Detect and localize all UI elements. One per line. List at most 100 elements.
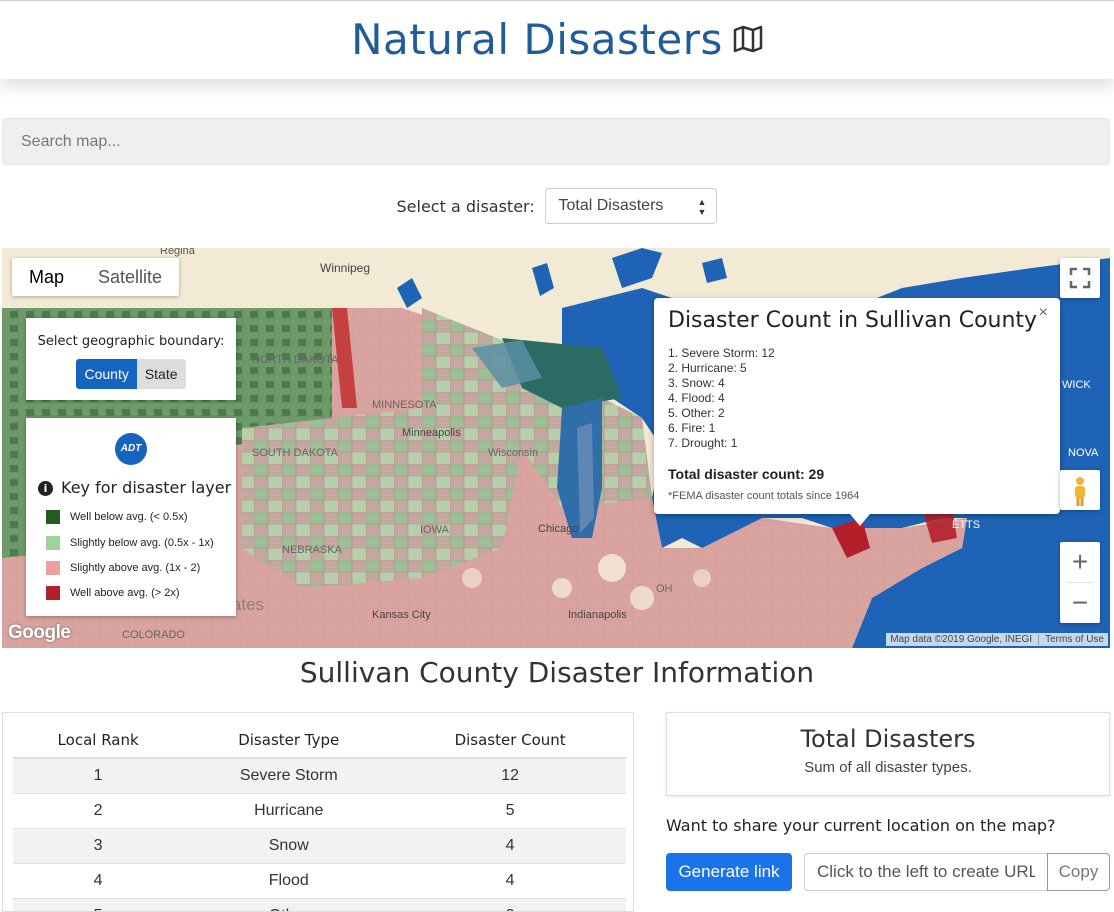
map-type-satellite-button[interactable]: Satellite [81, 258, 179, 296]
generate-link-button[interactable]: Generate link [666, 853, 792, 891]
info-icon: i [38, 481, 53, 496]
map-label-wisconsin: Wisconsin [488, 447, 538, 459]
table-row: 1 Severe Storm 12 [13, 758, 626, 794]
map-label-regina: Regina [160, 248, 196, 257]
popup-list-item: 3. Snow: 4 [668, 376, 1046, 391]
map-label-chicago: Chicago [538, 523, 578, 535]
county-button[interactable]: County [76, 359, 136, 389]
legend-item: Well above avg. (> 2x) [46, 586, 180, 600]
table-row: 5 Other 2 [13, 899, 626, 912]
table-cell: 2 [394, 899, 626, 912]
share-url-field[interactable] [804, 853, 1048, 891]
popup-list-item: 6. Fire: 1 [668, 421, 1046, 436]
map-label-iowa: IOWA [420, 524, 450, 536]
legend-swatch [46, 586, 60, 600]
legend-item: Well below avg. (< 0.5x) [46, 510, 188, 524]
table-row: 3 Snow 4 [13, 829, 626, 864]
popup-title: Disaster Count in Sullivan County [668, 308, 1046, 333]
search-input[interactable] [2, 118, 1110, 165]
google-logo: Google [8, 622, 70, 644]
summary-card: Total Disasters Sum of all disaster type… [666, 712, 1110, 796]
legend-swatch [46, 561, 60, 575]
popup-total: Total disaster count: 29 [668, 466, 1046, 482]
table-cell: 4 [394, 864, 626, 899]
legend-swatch [46, 536, 60, 550]
disaster-select-label: Select a disaster: [397, 197, 535, 216]
terms-link[interactable]: Terms of Use [1038, 634, 1104, 645]
zoom-out-button[interactable]: − [1060, 583, 1100, 623]
map-label-kansas-city: Kansas City [372, 609, 431, 621]
map-label-south-dakota: SOUTH DAKOTA [252, 447, 339, 459]
page-header: Natural Disasters [0, 0, 1114, 79]
boundary-label: Select geographic boundary: [26, 334, 236, 349]
table-cell: Hurricane [183, 794, 394, 829]
table-row: 4 Flood 4 [13, 864, 626, 899]
copy-button[interactable]: Copy [1047, 853, 1110, 891]
column-header: Disaster Type [183, 723, 394, 758]
page-title: Natural Disasters [0, 1, 1114, 82]
column-header: Disaster Count [394, 723, 626, 758]
popup-note: *FEMA disaster count totals since 1964 [668, 490, 1046, 502]
zoom-in-button[interactable]: + [1060, 542, 1100, 582]
boundary-toggle: County State [76, 359, 185, 389]
table-cell: 5 [13, 899, 183, 912]
zoom-control: + − [1060, 542, 1100, 623]
table-cell: 2 [13, 794, 183, 829]
table-cell: Severe Storm [183, 758, 394, 794]
popup-list-item: 4. Flood: 4 [668, 391, 1046, 406]
county-info-popup: Disaster Count in Sullivan County × 1. S… [654, 298, 1060, 514]
popup-list-item: 7. Drought: 1 [668, 436, 1046, 451]
map-label-winnipeg: Winnipeg [320, 261, 370, 275]
popup-list-item: 2. Hurricane: 5 [668, 361, 1046, 376]
table-cell: Other [183, 899, 394, 912]
close-icon[interactable]: × [1039, 304, 1048, 322]
map[interactable]: Regina Winnipeg NORTH DAKOTA MINNESOTA M… [2, 248, 1110, 648]
adt-logo: ADT [115, 433, 147, 465]
map-label-nebraska: NEBRASKA [282, 544, 343, 556]
map-label-nova: NOVA [1068, 447, 1099, 459]
map-data-text: Map data ©2019 Google, INEGI [890, 634, 1032, 645]
column-header: Local Rank [13, 723, 183, 758]
table-cell: 1 [13, 758, 183, 794]
map-label-wick: WICK [1062, 379, 1091, 391]
map-type-control: Map Satellite [12, 258, 179, 296]
info-section-title: Sullivan County Disaster Information [0, 656, 1114, 689]
popup-list-item: 1. Severe Storm: 12 [668, 346, 1046, 361]
state-button[interactable]: State [137, 359, 186, 389]
table-header-row: Local Rank Disaster Type Disaster Count [13, 723, 626, 758]
table-cell: 5 [394, 794, 626, 829]
disaster-table: Local Rank Disaster Type Disaster Count … [13, 723, 626, 912]
street-view-button[interactable] [1060, 470, 1100, 510]
disaster-select-row: Select a disaster: Total Disasters ▲▼ [0, 188, 1114, 224]
map-label-colorado: COLORADO [122, 629, 185, 641]
legend-swatch [46, 510, 60, 524]
map-label-indianapolis: Indianapolis [568, 609, 627, 621]
table-cell: 4 [13, 864, 183, 899]
select-arrows-icon: ▲▼ [698, 189, 707, 217]
fullscreen-button[interactable] [1060, 258, 1100, 298]
map-icon [733, 0, 763, 78]
popup-list-item: 5. Other: 2 [668, 406, 1046, 421]
summary-subtitle: Sum of all disaster types. [667, 759, 1109, 776]
map-label-minneapolis: Minneapolis [402, 427, 461, 439]
fullscreen-icon [1060, 258, 1100, 298]
legend-item: Slightly below avg. (0.5x - 1x) [46, 536, 214, 550]
map-attribution: Map data ©2019 Google, INEGI Terms of Use [886, 633, 1108, 646]
boundary-selector: Select geographic boundary: County State [26, 318, 236, 400]
table-cell: 3 [13, 829, 183, 864]
table-cell: 12 [394, 758, 626, 794]
legend-item: Slightly above avg. (1x - 2) [46, 561, 200, 575]
summary-title: Total Disasters [667, 725, 1109, 753]
table-cell: Snow [183, 829, 394, 864]
map-label-minnesota: MINNESOTA [372, 399, 437, 411]
map-type-map-button[interactable]: Map [12, 258, 81, 296]
share-question: Want to share your current location on t… [666, 816, 1056, 835]
disaster-select[interactable]: Total Disasters ▲▼ [545, 188, 717, 224]
table-cell: 4 [394, 829, 626, 864]
map-label-etts: ETTS [952, 519, 980, 531]
disaster-table-card: Local Rank Disaster Type Disaster Count … [2, 712, 634, 912]
map-label-ohio: OH [656, 583, 673, 595]
popup-list: 1. Severe Storm: 12 2. Hurricane: 5 3. S… [668, 346, 1046, 451]
